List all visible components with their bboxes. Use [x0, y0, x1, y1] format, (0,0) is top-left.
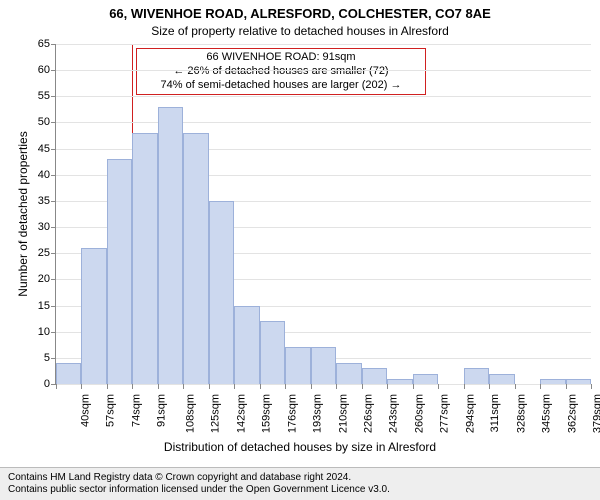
footer: Contains HM Land Registry data © Crown c… — [0, 467, 600, 500]
x-tick-label: 226sqm — [363, 394, 375, 433]
y-tick-label: 55 — [38, 90, 56, 102]
x-tick — [336, 384, 337, 389]
x-tick — [591, 384, 592, 389]
y-tick-label: 20 — [38, 273, 56, 285]
footer-line-1: Contains HM Land Registry data © Crown c… — [8, 472, 592, 484]
x-tick — [209, 384, 210, 389]
y-tick-label: 60 — [38, 64, 56, 76]
histogram-bar — [566, 379, 591, 384]
y-axis-label: Number of detached properties — [16, 44, 30, 384]
chart-plot-area: 66 WIVENHOE ROAD: 91sqm ← 26% of detache… — [55, 44, 591, 385]
histogram-bar — [107, 159, 132, 384]
gridline — [56, 70, 591, 71]
x-tick-label: 91sqm — [156, 394, 168, 427]
histogram-bar — [260, 321, 285, 384]
y-tick-label: 15 — [38, 300, 56, 312]
x-tick — [387, 384, 388, 389]
x-tick — [260, 384, 261, 389]
x-axis-label: Distribution of detached houses by size … — [0, 440, 600, 454]
x-tick-label: 108sqm — [184, 394, 196, 433]
x-tick-label: 159sqm — [261, 394, 273, 433]
annotation-line-3: 74% of semi-detached houses are larger (… — [141, 79, 421, 93]
histogram-bar — [81, 248, 106, 384]
x-tick — [81, 384, 82, 389]
x-tick — [311, 384, 312, 389]
y-tick-label: 35 — [38, 195, 56, 207]
y-tick-label: 40 — [38, 169, 56, 181]
gridline — [56, 96, 591, 97]
histogram-bar — [311, 347, 336, 384]
annotation-box: 66 WIVENHOE ROAD: 91sqm ← 26% of detache… — [136, 48, 426, 95]
histogram-bar — [158, 107, 183, 384]
x-tick — [489, 384, 490, 389]
histogram-bar — [540, 379, 565, 384]
y-tick-label: 25 — [38, 247, 56, 259]
y-tick-label: 10 — [38, 326, 56, 338]
x-tick-label: 362sqm — [566, 394, 578, 433]
x-tick — [515, 384, 516, 389]
y-tick-label: 50 — [38, 116, 56, 128]
histogram-bar — [56, 363, 81, 384]
x-tick-label: 74sqm — [130, 394, 142, 427]
x-tick — [107, 384, 108, 389]
x-tick — [362, 384, 363, 389]
histogram-bar — [413, 374, 438, 384]
x-tick — [540, 384, 541, 389]
x-tick — [183, 384, 184, 389]
histogram-bar — [336, 363, 361, 384]
x-tick — [413, 384, 414, 389]
x-tick — [566, 384, 567, 389]
histogram-bar — [464, 368, 489, 384]
x-tick-label: 277sqm — [439, 394, 451, 433]
x-tick-label: 193sqm — [312, 394, 324, 433]
x-tick-label: 125sqm — [210, 394, 222, 433]
histogram-bar — [387, 379, 412, 384]
gridline — [56, 44, 591, 45]
x-tick-label: 345sqm — [541, 394, 553, 433]
x-tick — [438, 384, 439, 389]
histogram-bar — [183, 133, 208, 384]
x-tick — [56, 384, 57, 389]
y-tick-label: 45 — [38, 143, 56, 155]
x-tick-label: 243sqm — [388, 394, 400, 433]
x-tick-label: 142sqm — [235, 394, 247, 433]
y-tick-label: 65 — [38, 38, 56, 50]
histogram-bar — [132, 133, 157, 384]
chart-container: 66, WIVENHOE ROAD, ALRESFORD, COLCHESTER… — [0, 0, 600, 500]
page-title: 66, WIVENHOE ROAD, ALRESFORD, COLCHESTER… — [0, 6, 600, 21]
gridline — [56, 122, 591, 123]
x-tick-label: 176sqm — [286, 394, 298, 433]
annotation-line-1: 66 WIVENHOE ROAD: 91sqm — [141, 51, 421, 65]
gridline — [56, 384, 591, 385]
x-tick — [132, 384, 133, 389]
x-tick — [464, 384, 465, 389]
histogram-bar — [234, 306, 259, 384]
x-tick-label: 260sqm — [413, 394, 425, 433]
x-tick-label: 210sqm — [337, 394, 349, 433]
x-tick — [285, 384, 286, 389]
histogram-bar — [362, 368, 387, 384]
x-tick-label: 57sqm — [105, 394, 117, 427]
x-tick-label: 294sqm — [464, 394, 476, 433]
x-tick-label: 40sqm — [79, 394, 91, 427]
page-subtitle: Size of property relative to detached ho… — [0, 24, 600, 38]
x-tick — [158, 384, 159, 389]
y-tick-label: 30 — [38, 221, 56, 233]
footer-line-2: Contains public sector information licen… — [8, 484, 592, 496]
x-tick-label: 311sqm — [490, 394, 502, 432]
histogram-bar — [209, 201, 234, 384]
x-tick — [234, 384, 235, 389]
annotation-line-2: ← 26% of detached houses are smaller (72… — [141, 65, 421, 79]
histogram-bar — [489, 374, 514, 384]
y-tick-label: 5 — [44, 352, 56, 364]
x-tick-label: 379sqm — [592, 394, 600, 433]
x-tick-label: 328sqm — [515, 394, 527, 433]
y-tick-label: 0 — [44, 378, 56, 390]
histogram-bar — [285, 347, 310, 384]
